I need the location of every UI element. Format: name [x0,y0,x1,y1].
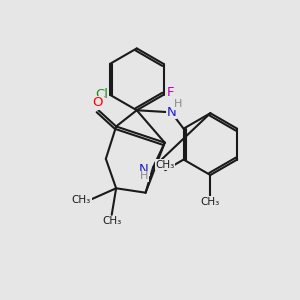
Text: H: H [140,172,148,182]
Text: N: N [139,163,149,176]
Text: CH₃: CH₃ [201,196,220,206]
Text: CH₃: CH₃ [102,216,121,226]
Text: F: F [167,86,175,99]
Text: CH₃: CH₃ [156,160,175,170]
Text: Cl: Cl [95,88,108,101]
Text: CH₃: CH₃ [72,195,91,205]
Text: O: O [93,96,103,110]
Text: H: H [173,99,182,109]
Text: N: N [166,106,176,119]
